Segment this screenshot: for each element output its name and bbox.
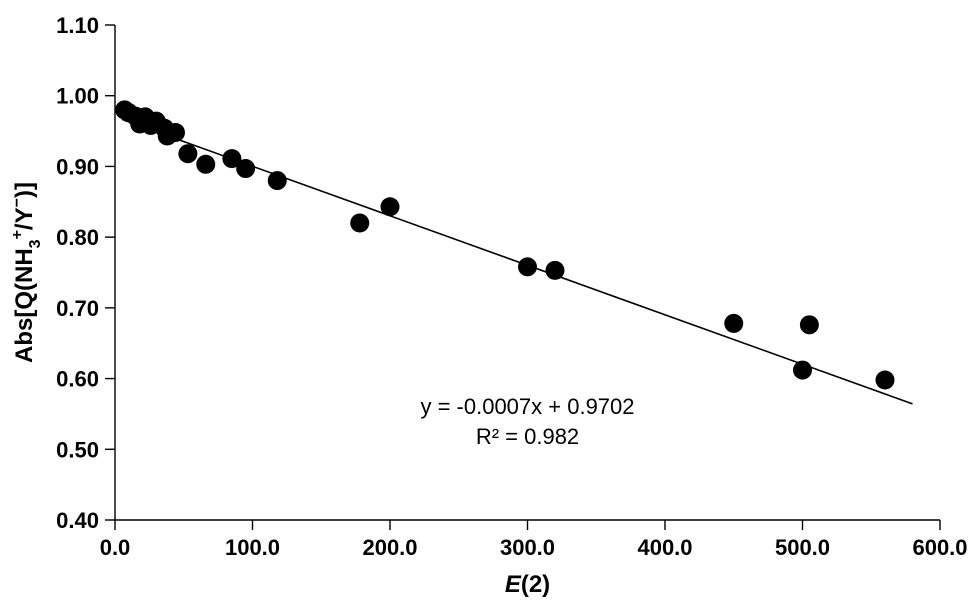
svg-text:400.0: 400.0 — [637, 535, 692, 560]
svg-text:0.90: 0.90 — [56, 154, 99, 179]
svg-text:200.0: 200.0 — [362, 535, 417, 560]
svg-text:500.0: 500.0 — [775, 535, 830, 560]
svg-text:R² = 0.982: R² = 0.982 — [476, 424, 579, 449]
svg-text:y = -0.0007x + 0.9702: y = -0.0007x + 0.9702 — [420, 394, 634, 419]
svg-text:0.40: 0.40 — [56, 508, 99, 533]
svg-text:0.80: 0.80 — [56, 225, 99, 250]
svg-text:600.0: 600.0 — [912, 535, 967, 560]
svg-text:1.00: 1.00 — [56, 84, 99, 109]
svg-text:0.0: 0.0 — [100, 535, 131, 560]
svg-text:0.70: 0.70 — [56, 296, 99, 321]
chart-svg: 0.0 100.0 200.0 300.0 400.0 500.0 600.0 0.40 0.5… — [0, 0, 980, 610]
svg-text:0.50: 0.50 — [56, 437, 99, 462]
svg-text:Abs[Q(NH3+/Y−)]: Abs[Q(NH3+/Y−)] — [9, 182, 44, 363]
svg-text:1.10: 1.10 — [56, 13, 99, 38]
svg-text:E(2): E(2) — [505, 571, 550, 598]
svg-text:0.60: 0.60 — [56, 367, 99, 392]
svg-text:300.0: 300.0 — [500, 535, 555, 560]
scatter-chart: 0.0 100.0 200.0 300.0 400.0 500.0 600.0 0.40 0.5… — [0, 0, 980, 610]
svg-text:100.0: 100.0 — [225, 535, 280, 560]
